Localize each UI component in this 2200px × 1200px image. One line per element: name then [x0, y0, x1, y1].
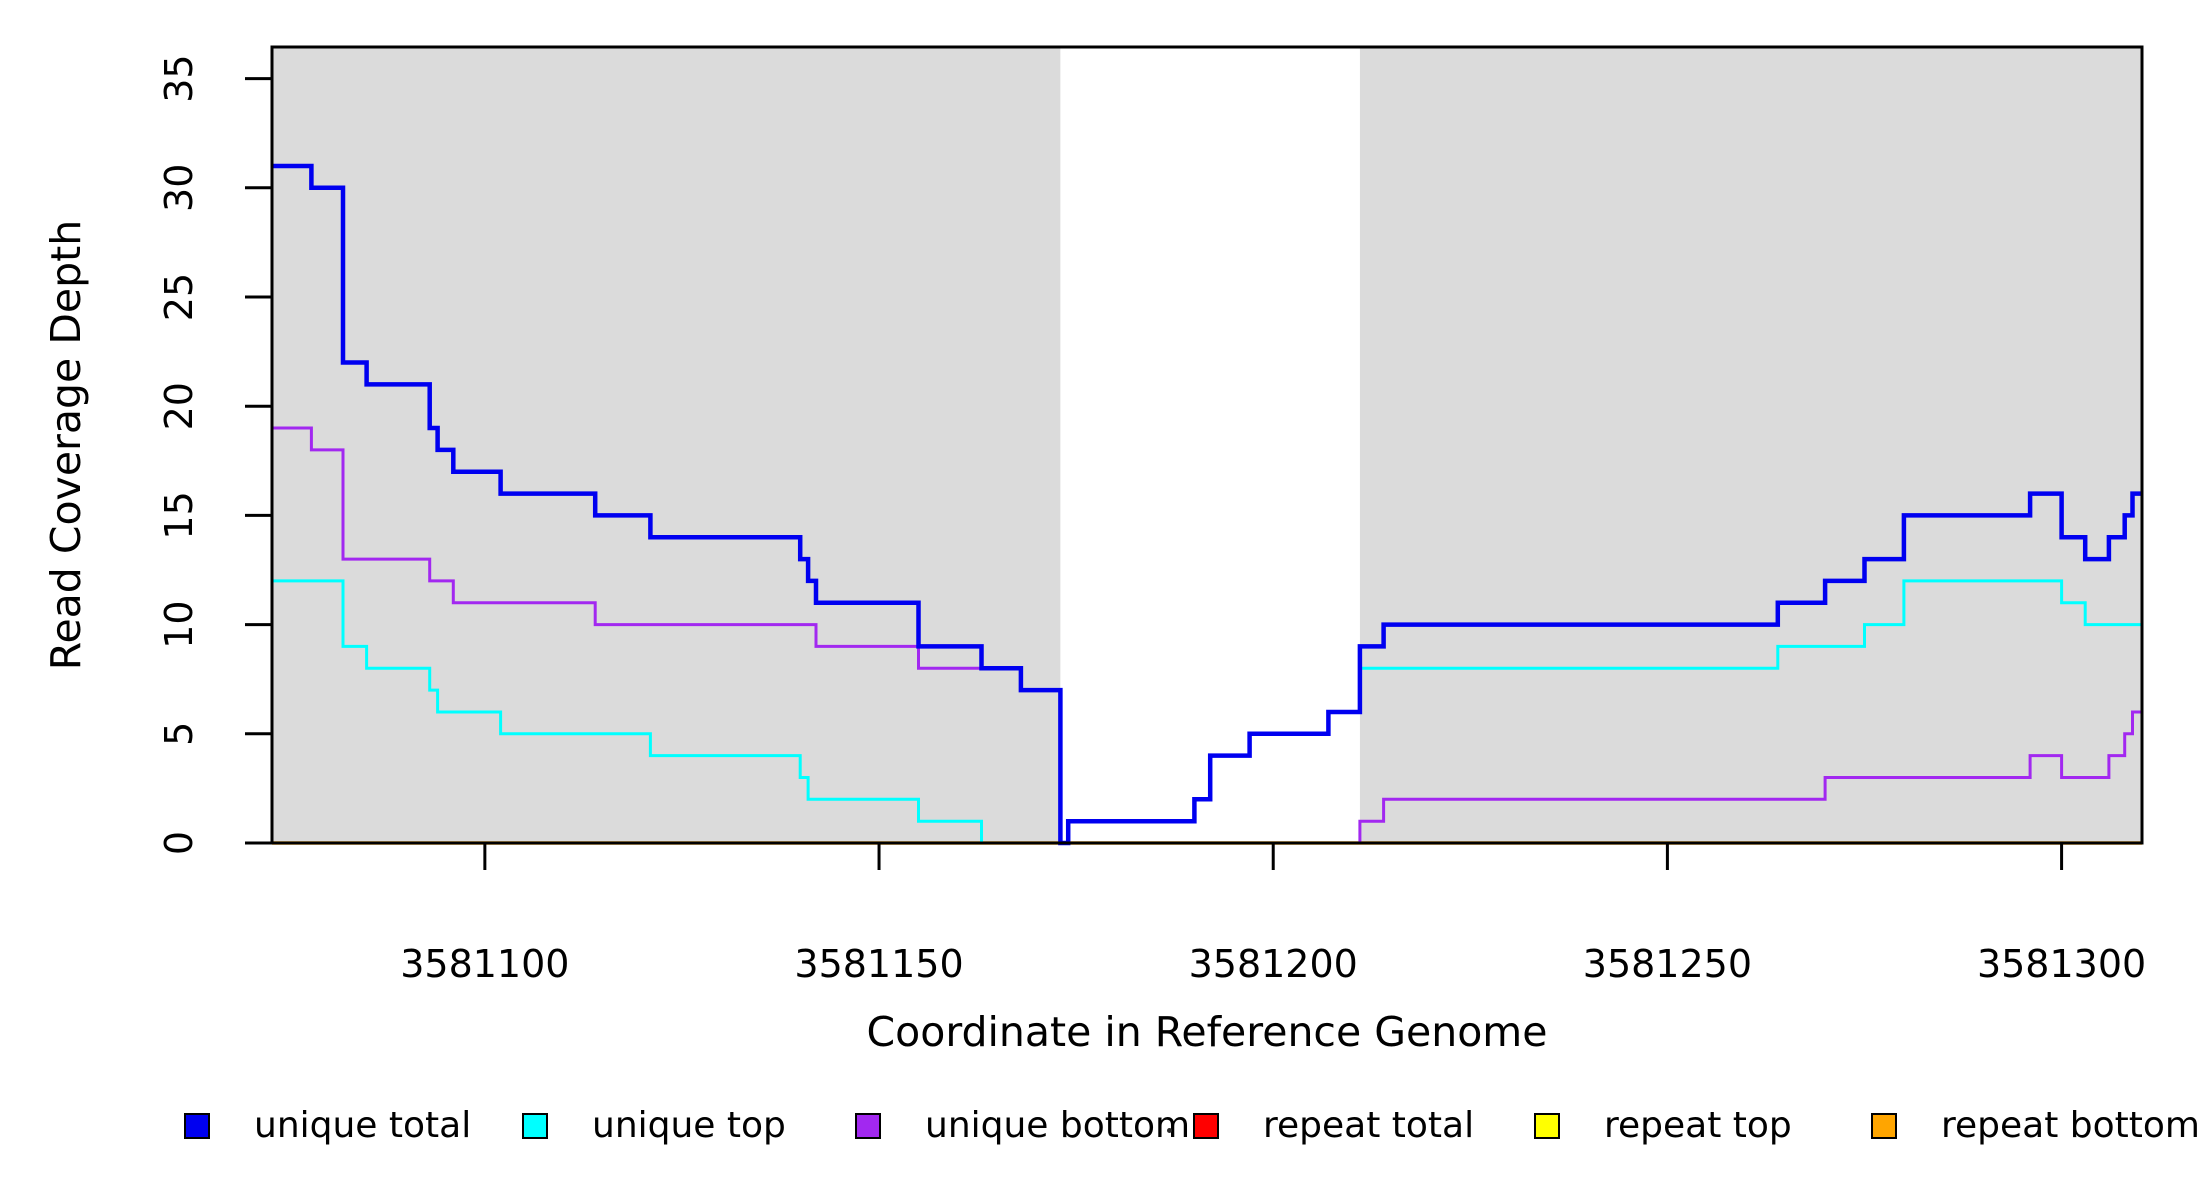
legend-label: repeat bottom	[1941, 1105, 2200, 1146]
legend-item-unique-bottom: unique bottom	[855, 1105, 1191, 1146]
legend-swatch-unique-total	[184, 1113, 210, 1139]
y-tick-label: 10	[157, 600, 201, 648]
axis-ticks-layer: 3581100 3581150 3581200 3581250 3581300 0 5 10 1…	[157, 54, 2146, 986]
legend-swatch-unique-top	[522, 1113, 548, 1139]
legend-swatch-repeat-total	[1193, 1113, 1219, 1139]
legend-item-unique-top: unique top	[522, 1105, 786, 1146]
y-axis-title: Read Coverage Depth	[42, 220, 90, 670]
series-line-unique-total	[272, 163, 2142, 846]
shaded-band-2	[1359, 47, 2142, 843]
legend-label: unique top	[592, 1105, 786, 1146]
legend-swatch-unique-bottom	[855, 1113, 881, 1139]
legend-label: repeat top	[1604, 1105, 1792, 1146]
shaded-band-1	[272, 47, 1061, 843]
legend-label: repeat total	[1263, 1105, 1475, 1146]
x-tick-label: 3581300	[1977, 942, 2146, 986]
legend-item-repeat-top: repeat top	[1534, 1105, 1792, 1146]
x-tick-label: 3581100	[400, 942, 569, 986]
y-tick-label: 35	[157, 54, 201, 102]
legend-swatch-repeat-bottom	[1871, 1113, 1897, 1139]
legend-item-unique-total: unique total	[184, 1105, 472, 1146]
legend-label: unique bottom	[925, 1105, 1191, 1146]
x-tick-label: 3581200	[1189, 942, 1358, 986]
legend-label: unique total	[254, 1105, 472, 1146]
legend-swatch-repeat-top	[1534, 1113, 1560, 1139]
shaded-bands-layer	[272, 47, 2142, 843]
x-axis-title: Coordinate in Reference Genome	[867, 1008, 1548, 1056]
stray-dot-mark	[1167, 1128, 1172, 1133]
legend-item-repeat-total: repeat total	[1193, 1105, 1475, 1146]
y-tick-label: 30	[157, 164, 201, 212]
y-tick-label: 15	[157, 491, 201, 539]
x-tick-label: 3581150	[794, 942, 963, 986]
y-tick-label: 5	[157, 722, 201, 746]
y-tick-label: 0	[157, 831, 201, 855]
legend-item-repeat-bottom: repeat bottom	[1871, 1105, 2200, 1146]
y-tick-label: 20	[157, 382, 201, 430]
y-tick-label: 25	[157, 273, 201, 321]
plot-box-border	[270, 45, 2144, 845]
x-tick-label: 3581250	[1583, 942, 1752, 986]
